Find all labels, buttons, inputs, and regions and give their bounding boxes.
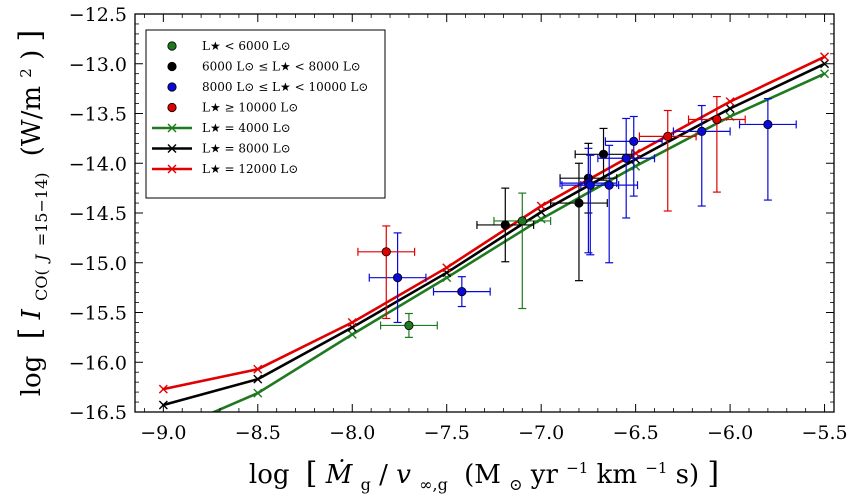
model-line-marker bbox=[631, 161, 641, 171]
legend: L★ < 6000 L⊙ 6000 L⊙ ≤ L★ < 8000 L⊙ 8000 L… bbox=[145, 29, 386, 199]
model-line bbox=[210, 72, 826, 412]
y-tick-label: −16.5 bbox=[69, 402, 127, 424]
data-point bbox=[621, 153, 631, 163]
legend-item: 6000 L⊙ ≤ L★ < 8000 L⊙ bbox=[167, 60, 361, 74]
legend-marker bbox=[167, 61, 177, 72]
data-point-group bbox=[604, 115, 663, 197]
legend-item: L★ < 6000 L⊙ bbox=[167, 39, 291, 53]
x-tick-label: −7.5 bbox=[424, 422, 470, 444]
legend-item: L★ = 12000 L⊙ bbox=[152, 162, 298, 176]
legend-label: L★ = 8000 L⊙ bbox=[202, 142, 291, 156]
x-tick-label: −5.5 bbox=[801, 422, 847, 444]
legend-item: 8000 L⊙ ≤ L★ < 10000 L⊙ bbox=[167, 80, 368, 94]
y-tick-label: −14.5 bbox=[69, 203, 127, 225]
legend-label: 6000 L⊙ ≤ L★ < 8000 L⊙ bbox=[202, 60, 361, 74]
x-tick-label: −7.0 bbox=[518, 422, 564, 444]
y-tick-label: −12.5 bbox=[69, 4, 127, 26]
svg-text:log [ I CO(: log [ I CO( J =15−14) (W/m 2 ) ] bbox=[8, 30, 54, 397]
x-tick-label: −8.5 bbox=[235, 422, 281, 444]
legend-item: L★ ≥ 10000 L⊙ bbox=[167, 101, 298, 115]
data-point bbox=[574, 198, 584, 208]
model-line-marker bbox=[725, 104, 735, 114]
legend-label: L★ = 4000 L⊙ bbox=[202, 121, 291, 135]
x-tick-label: −8.0 bbox=[329, 422, 375, 444]
legend-marker bbox=[167, 41, 177, 51]
legend-item: L★ = 8000 L⊙ bbox=[152, 142, 291, 156]
x-tick-label: −9.0 bbox=[140, 422, 186, 444]
y-tick-label: −13.5 bbox=[69, 104, 127, 126]
axis-ticks: −9.0 −8.5 −8.0 −7.5 −7.0 −6.5 −6.0 −5.5 −16.5 −16… bbox=[69, 4, 848, 444]
data-point-group bbox=[574, 127, 633, 181]
observed-points bbox=[357, 95, 797, 338]
y-tick-label: −14.0 bbox=[69, 153, 127, 175]
data-point bbox=[598, 149, 609, 159]
data-point bbox=[697, 126, 707, 137]
data-point-group bbox=[368, 232, 427, 324]
y-tick-label: −16.0 bbox=[69, 352, 127, 374]
model-line-marker bbox=[820, 59, 830, 69]
data-point bbox=[629, 136, 639, 146]
model-line-marker bbox=[442, 263, 452, 273]
model-line-marker bbox=[820, 69, 830, 79]
model-line-marker bbox=[631, 148, 641, 158]
data-point bbox=[604, 180, 614, 190]
y-tick-label: −15.5 bbox=[69, 303, 127, 325]
model-line-marker bbox=[536, 201, 546, 211]
data-point bbox=[500, 220, 510, 230]
legend-label: 8000 L⊙ ≤ L★ < 10000 L⊙ bbox=[202, 80, 368, 94]
model-line-marker bbox=[253, 388, 263, 398]
data-point bbox=[404, 320, 414, 331]
model-line-marker bbox=[253, 374, 263, 384]
data-point-group bbox=[597, 117, 656, 219]
data-point bbox=[381, 247, 391, 257]
legend-marker bbox=[167, 82, 177, 92]
model-line-marker bbox=[536, 214, 546, 224]
data-point-group bbox=[357, 225, 416, 320]
legend-marker bbox=[167, 102, 177, 113]
y-tick-label: −13.0 bbox=[69, 54, 127, 76]
model-line bbox=[163, 55, 826, 391]
data-point-group bbox=[738, 97, 797, 201]
data-point-group bbox=[580, 144, 639, 264]
model-line-marker bbox=[158, 384, 168, 394]
data-point-group bbox=[638, 109, 697, 212]
data-point bbox=[392, 273, 403, 283]
svg-text:log [ Ṁ g: log [ Ṁ g / v ∞,g (M ⊙ yr −1 km −1 s) ] bbox=[249, 450, 719, 497]
legend-label: L★ ≥ 10000 L⊙ bbox=[202, 101, 298, 115]
data-point bbox=[663, 131, 673, 141]
legend-item: L★ = 4000 L⊙ bbox=[152, 121, 291, 135]
y-axis-label: log [ I CO( J =15−14) (W/m 2 ) ] bbox=[8, 30, 54, 397]
legend-label: L★ < 6000 L⊙ bbox=[202, 39, 291, 53]
data-point-group bbox=[432, 276, 491, 308]
model-line-marker bbox=[347, 317, 357, 327]
model-line-marker bbox=[725, 97, 735, 107]
data-point-group bbox=[672, 104, 731, 207]
x-tick-label: −6.5 bbox=[613, 422, 659, 444]
data-point-group bbox=[476, 187, 535, 263]
model-line-marker bbox=[820, 52, 830, 62]
y-tick-label: −15.0 bbox=[69, 253, 127, 275]
legend-label: L★ = 12000 L⊙ bbox=[202, 162, 298, 176]
data-point bbox=[457, 287, 467, 297]
model-line-marker bbox=[253, 364, 263, 374]
data-point bbox=[517, 216, 527, 226]
x-axis-label: log [ Ṁ g / v ∞,g (M ⊙ yr −1 km −1 s) ] bbox=[249, 450, 719, 497]
legend-marker bbox=[167, 144, 177, 153]
data-point bbox=[712, 114, 722, 125]
data-point-group bbox=[687, 95, 746, 193]
x-tick-label: −6.0 bbox=[707, 422, 753, 444]
data-point-group bbox=[379, 312, 438, 338]
legend-marker bbox=[167, 164, 177, 174]
data-point bbox=[763, 119, 773, 130]
legend-marker bbox=[167, 123, 177, 133]
model-line-marker bbox=[347, 329, 357, 339]
